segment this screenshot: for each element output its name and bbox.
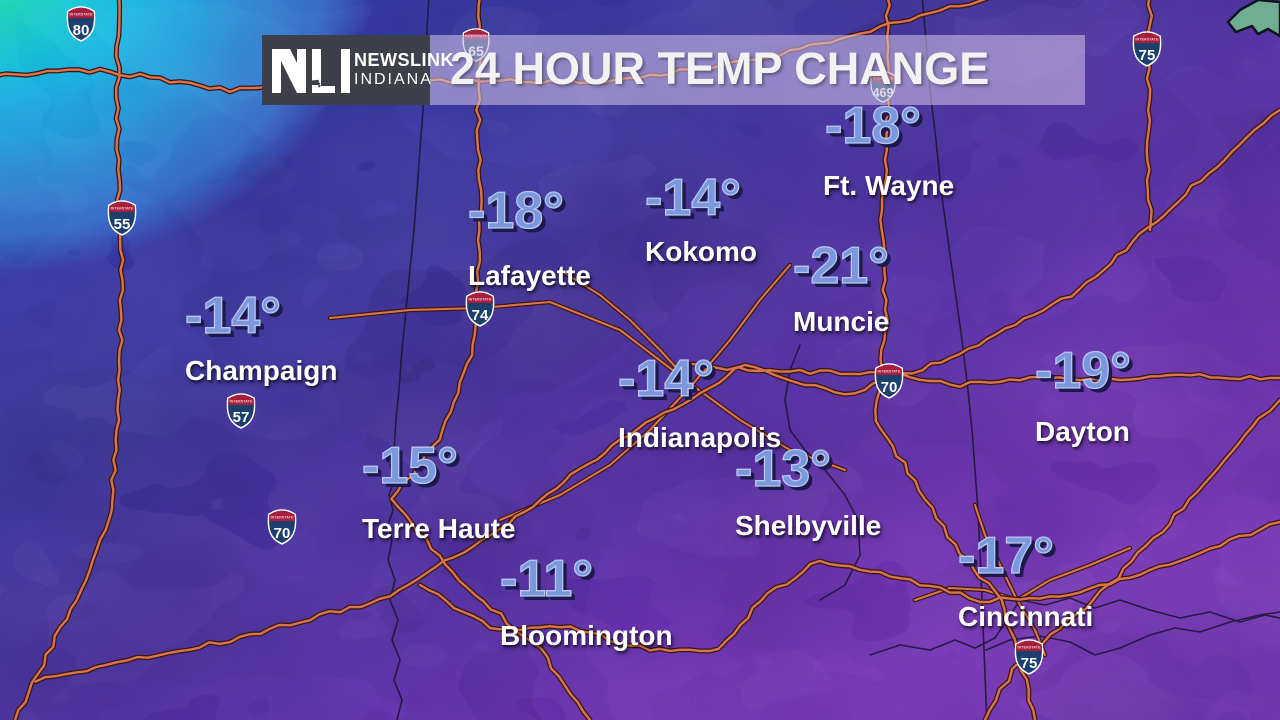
svg-text:80: 80 — [73, 22, 90, 39]
svg-text:57: 57 — [233, 409, 250, 426]
svg-text:70: 70 — [881, 379, 898, 396]
svg-text:75: 75 — [1139, 47, 1156, 64]
svg-text:70: 70 — [274, 525, 291, 542]
svg-text:55: 55 — [114, 216, 131, 233]
svg-text:74: 74 — [472, 307, 489, 324]
svg-text:75: 75 — [1021, 655, 1038, 672]
